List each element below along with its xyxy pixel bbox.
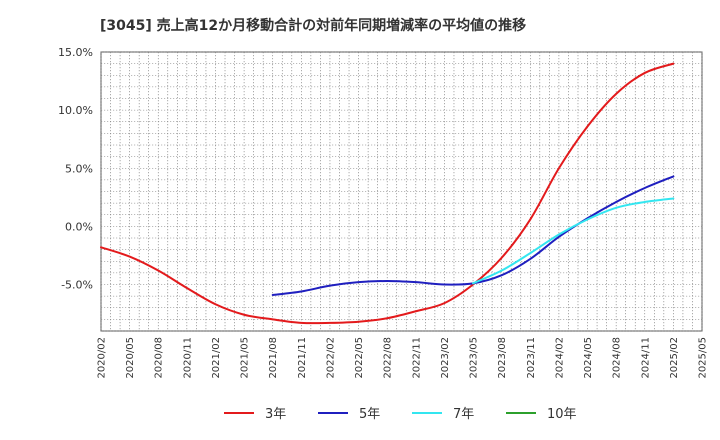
x-tick-label: 2024/08 [612, 337, 623, 379]
grid [100, 51, 703, 332]
x-tick-label: 2021/05 [240, 337, 251, 379]
y-axis: 15.0% 10.0% 5.0% 0.0% -5.0% [58, 46, 93, 292]
x-tick-label: 2024/11 [640, 337, 651, 379]
x-tick-label: 2022/02 [325, 337, 336, 379]
series-line-3 [472, 197, 675, 285]
x-tick-label: 2021/08 [268, 337, 279, 379]
legend: 3年 5年 7年 10年 [224, 407, 577, 422]
x-tick-label: 2022/05 [354, 337, 365, 379]
y-tick-label: 15.0% [58, 46, 93, 59]
x-tick-label: 2020/11 [182, 337, 193, 379]
x-tick-label: 2022/08 [383, 337, 394, 379]
chart-title: [3045] 売上高12か月移動合計の対前年同期増減率の平均値の推移 [100, 17, 526, 34]
x-tick-label: 2024/05 [583, 337, 594, 379]
legend-label-1: 3年 [265, 407, 286, 422]
x-tick-label: 2024/02 [554, 337, 565, 379]
x-tick-label: 2020/05 [125, 337, 136, 379]
legend-label-2: 5年 [359, 407, 380, 422]
x-tick-label: 2023/11 [526, 337, 537, 379]
y-tick-label: -5.0% [61, 279, 93, 292]
x-tick-label: 2023/08 [497, 337, 508, 379]
x-tick-label: 2025/02 [669, 337, 680, 379]
legend-label-3: 7年 [453, 407, 474, 422]
x-tick-label: 2025/05 [698, 337, 709, 379]
x-tick-label: 2023/05 [469, 337, 480, 379]
x-axis: 2020/02 2020/05 2020/08 2020/11 2021/02 2021/… [97, 337, 709, 379]
x-tick-label: 2023/02 [440, 337, 451, 379]
series-line-1 [100, 62, 675, 325]
legend-label-4: 10年 [547, 407, 577, 422]
x-tick-label: 2020/08 [154, 337, 165, 379]
x-tick-label: 2020/02 [97, 337, 108, 379]
y-tick-label: 5.0% [65, 162, 93, 175]
series-lines [100, 62, 675, 325]
x-tick-label: 2022/11 [411, 337, 422, 379]
y-tick-label: 10.0% [58, 104, 93, 117]
y-tick-label: 0.0% [65, 220, 93, 233]
x-tick-label: 2021/11 [297, 337, 308, 379]
x-tick-label: 2021/02 [211, 337, 222, 379]
